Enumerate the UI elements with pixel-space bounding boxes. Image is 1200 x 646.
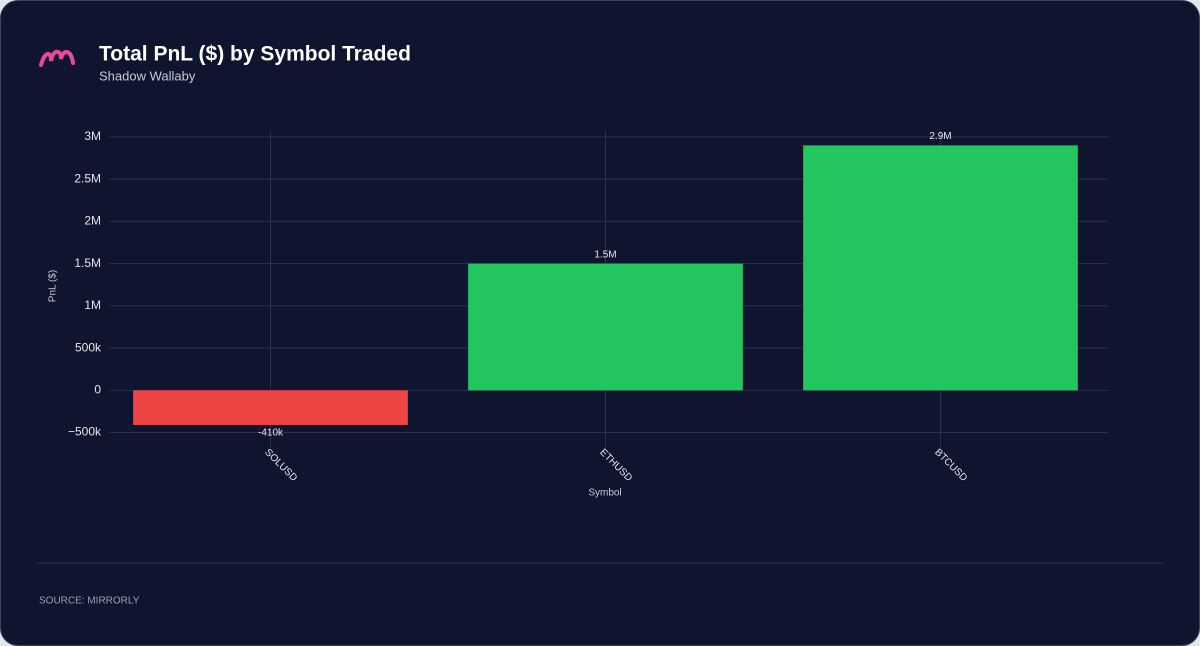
value-label: 2.9M: [929, 131, 951, 142]
y-tick-label: −500k: [68, 425, 102, 439]
bar: [133, 390, 408, 425]
y-tick-label: 1.5M: [74, 256, 101, 270]
y-tick-label: 2M: [84, 214, 101, 228]
x-tick-label: SOLUSD: [262, 447, 299, 484]
x-axis-label: Symbol: [588, 488, 621, 499]
value-label: -410k: [258, 428, 284, 439]
y-tick-label: 1M: [84, 298, 101, 312]
x-tick-label: ETHUSD: [597, 447, 634, 484]
y-axis-label: PnL ($): [48, 270, 59, 302]
y-tick-label: 500k: [75, 340, 102, 354]
value-label: 1.5M: [594, 249, 616, 260]
chart-title: Total PnL ($) by Symbol Traded: [99, 43, 411, 66]
logo: [39, 49, 75, 67]
bar: [468, 263, 743, 391]
x-tick-label: BTCUSD: [932, 447, 969, 484]
source: SOURCE: MIRRORLY: [39, 596, 140, 607]
bar: [803, 145, 1078, 391]
y-tick-label: 0: [94, 382, 101, 396]
y-tick-label: 2.5M: [74, 171, 101, 185]
y-tick-label: 3M: [84, 129, 101, 143]
chart-subtitle: Shadow Wallaby: [99, 68, 196, 83]
